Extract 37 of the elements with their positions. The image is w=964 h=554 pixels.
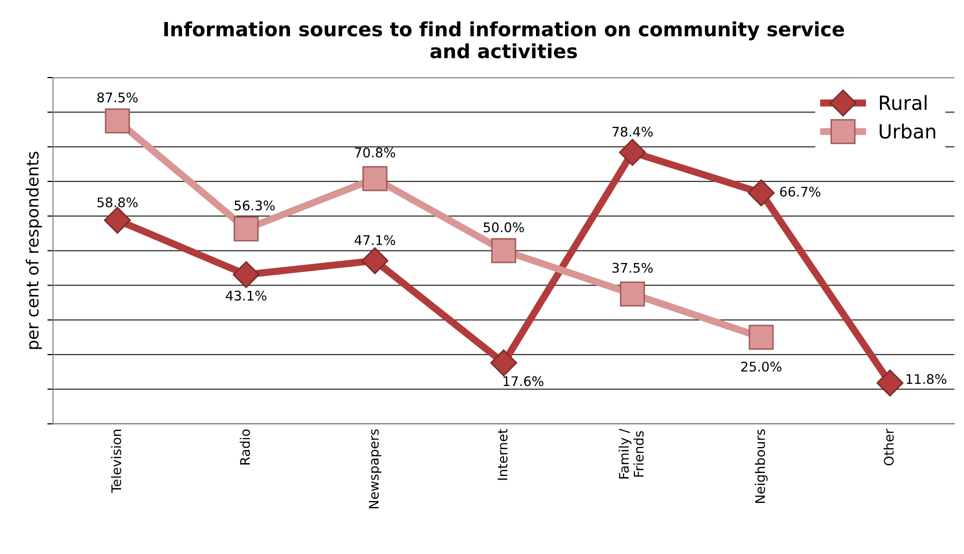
x-tick-label: Neighbours: [754, 429, 768, 503]
point: [620, 281, 645, 306]
data-label: 47.1%: [354, 235, 396, 246]
legend-label: Rural: [880, 95, 926, 110]
point: [232, 261, 260, 288]
data-label: 87.5%: [97, 92, 138, 102]
data-label: 37.5%: [612, 262, 653, 273]
data-label: 17.6%: [504, 376, 544, 386]
y-axis-title: per cent of respondents: [26, 152, 42, 349]
point: [234, 216, 259, 242]
point: [748, 179, 775, 206]
data-label: 66.7%: [780, 186, 820, 197]
data-label: 11.8%: [906, 374, 946, 384]
data-label: 50.0%: [484, 222, 524, 232]
x-tick-label: Other: [884, 428, 894, 466]
point: [876, 369, 904, 396]
point: [104, 206, 131, 234]
data-label: 70.8%: [355, 148, 396, 158]
point: [618, 138, 646, 166]
data-label: 56.3%: [234, 200, 275, 210]
data-label: 78.4%: [612, 126, 653, 137]
data-label: 25.0%: [741, 362, 782, 372]
x-tick-label: Newspapers: [368, 429, 382, 508]
point: [362, 166, 388, 192]
legend-label: Urban: [880, 124, 936, 139]
data-label: 58.8%: [97, 197, 138, 208]
x-tick-label: Radio: [240, 429, 250, 464]
x-tick-label: Family / Friends: [618, 428, 644, 478]
data-label: 43.1%: [226, 290, 266, 301]
point: [748, 324, 774, 350]
point: [490, 349, 518, 376]
point: [491, 238, 516, 264]
x-tick-label: Internet: [498, 428, 508, 480]
x-tick-label: Television: [111, 430, 122, 493]
chart-title: Information sources to find information on community service and activities: [164, 21, 844, 58]
point: [361, 247, 388, 274]
point: [104, 108, 130, 134]
